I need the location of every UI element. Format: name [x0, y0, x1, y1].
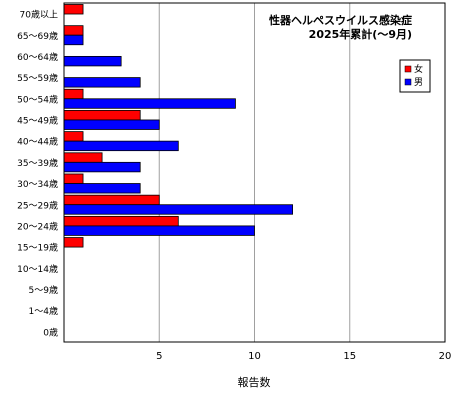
x-tick-label: 20	[439, 351, 452, 362]
y-tick-label: 20～24歳	[17, 220, 58, 232]
legend-swatch-female	[404, 65, 412, 73]
bar-male	[63, 119, 160, 130]
legend-box	[399, 59, 431, 93]
bar-male	[63, 204, 294, 215]
y-tick-label: 0歳	[43, 326, 58, 338]
bar-male	[63, 34, 84, 46]
bar-male	[63, 161, 141, 173]
y-tick-label: 35～39歳	[17, 157, 58, 169]
y-tick-label: 1～4歳	[29, 305, 58, 317]
bar-female	[63, 237, 84, 248]
y-tick-label: 45～49歳	[17, 115, 58, 127]
y-tick-label: 25～29歳	[17, 199, 58, 211]
bar-female	[63, 194, 160, 206]
legend-label-male: 男	[414, 77, 423, 88]
bar-male	[63, 225, 255, 236]
bar-female	[63, 152, 103, 163]
y-tick-label: 10～14歳	[17, 263, 58, 275]
axes: 5 10 15 20 70歳以上 65～69歳 60～64歳 55～59歳 50～54歳 45～4…	[17, 2, 452, 362]
bar-male	[63, 77, 141, 88]
x-tick-label: 15	[343, 351, 356, 362]
y-tick-label: 15～19歳	[17, 242, 58, 254]
y-tick-label: 50～54歳	[17, 93, 58, 105]
y-tick-label: 65～69歳	[17, 30, 58, 42]
x-axis-label: 報告数	[238, 376, 271, 389]
bar-male	[63, 183, 141, 194]
y-tick-label: 55～59歳	[17, 72, 58, 84]
bar-male	[63, 140, 179, 152]
x-tick-label: 10	[248, 351, 261, 362]
y-tick-label: 30～34歳	[17, 178, 58, 190]
y-tick-label: 40～44歳	[17, 136, 58, 148]
bar-female	[63, 215, 179, 227]
bar-female	[63, 25, 84, 36]
bar-female	[63, 88, 84, 100]
bar-female	[63, 110, 141, 121]
legend-label-female: 女	[414, 63, 423, 75]
gridlines	[64, 3, 446, 342]
x-tick-label: 5	[156, 351, 162, 362]
y-tick-label: 60～64歳	[17, 51, 58, 63]
bar-female	[63, 4, 84, 15]
chart-subtitle: 2025年累計(～9月)	[309, 27, 412, 41]
legend: 女 男	[399, 59, 431, 93]
bar-female	[63, 173, 84, 184]
chart-title: 性器ヘルペスウイルス感染症	[269, 13, 412, 27]
bar-female	[63, 131, 84, 142]
y-tick-label: 5～9歳	[29, 284, 58, 296]
y-tick-label: 70歳以上	[20, 9, 58, 21]
bar-male	[63, 98, 236, 109]
labels: 性器ヘルペスウイルス感染症 2025年累計(～9月) 報告数	[238, 13, 413, 389]
bar-male	[63, 55, 122, 67]
plot-border	[63, 2, 446, 343]
legend-swatch-male	[404, 78, 412, 86]
